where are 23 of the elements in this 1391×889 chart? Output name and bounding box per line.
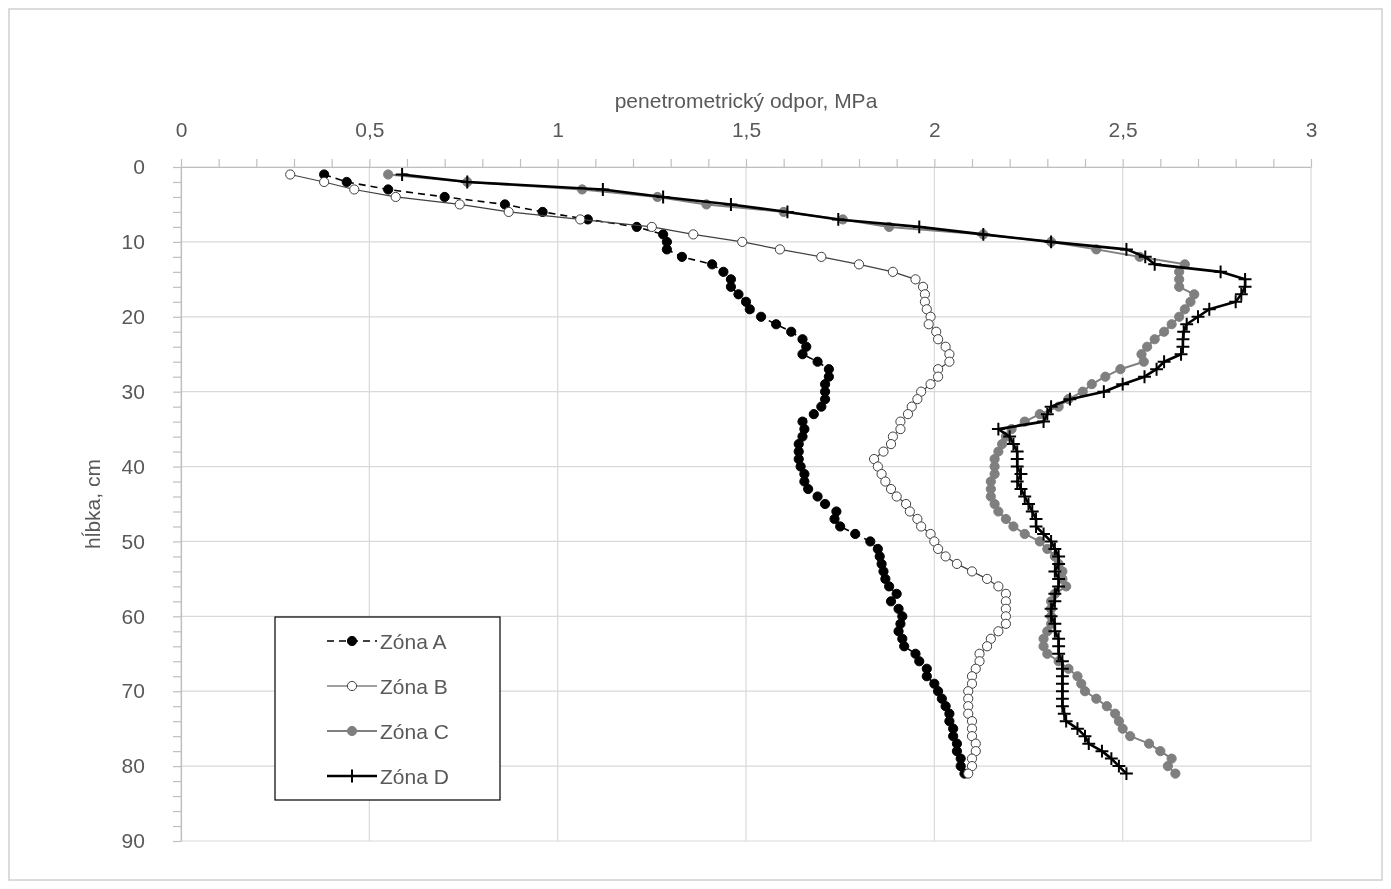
x-tick-label: 2,5 (1108, 118, 1138, 142)
legend-label: Zóna A (380, 630, 447, 653)
legend-label: Zóna B (380, 675, 448, 698)
legend-label: Zóna C (380, 720, 449, 743)
y-tick-label: 40 (121, 454, 145, 478)
y-tick-label: 10 (121, 230, 145, 254)
y-axis-title: hĺbka, cm (81, 459, 104, 549)
y-tick-label: 20 (121, 305, 145, 328)
x-axis-title: penetrometrický odpor, MPa (614, 89, 878, 112)
x-tick-label: 1 (552, 118, 565, 142)
y-tick-label: 30 (121, 379, 145, 403)
y-tick-label: 50 (121, 529, 145, 553)
y-tick-label: 70 (121, 679, 145, 703)
y-tick-label: 60 (121, 604, 145, 628)
x-tick-label: 0 (175, 118, 188, 142)
y-tick-label: 90 (121, 829, 145, 853)
legend-label: Zóna D (380, 765, 449, 788)
x-tick-label: 2 (928, 118, 941, 142)
x-tick-label: 3 (1305, 118, 1318, 142)
y-tick-label: 0 (133, 155, 145, 179)
y-tick-label: 80 (121, 754, 145, 778)
x-tick-label: 0,5 (355, 118, 385, 142)
x-tick-label: 1,5 (731, 118, 762, 142)
